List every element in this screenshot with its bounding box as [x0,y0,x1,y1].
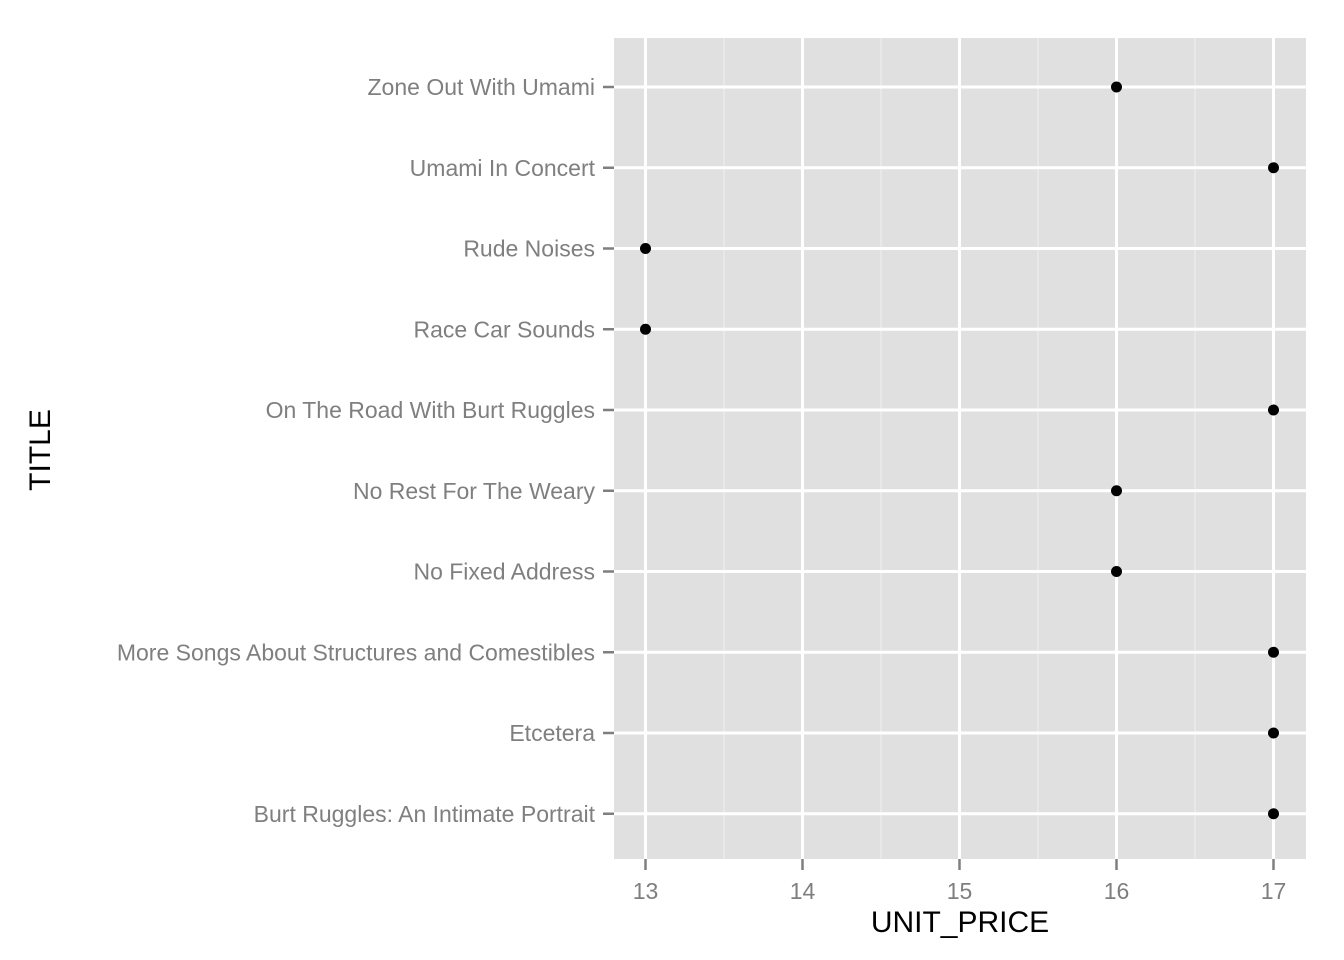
y-tick-label: No Rest For The Weary [353,478,596,504]
y-tick-label: Zone Out With Umami [368,74,596,100]
x-axis-title: UNIT_PRICE [871,906,1049,939]
data-point [1268,646,1279,658]
major-gridlines [614,38,1306,859]
x-tick-label: 13 [633,878,659,904]
y-axis: Zone Out With Umami Umami In Concert Rude … [117,74,614,827]
y-tick-label: More Songs About Structures and Comestib… [117,639,595,665]
minor-gridlines [723,38,1196,859]
data-point [640,243,651,254]
x-tick-label: 17 [1261,878,1287,904]
y-tick-label: Umami In Concert [410,155,596,181]
data-point [1111,566,1122,577]
y-axis-title: TITLE [24,409,57,491]
x-tick-label: 15 [947,878,973,904]
data-point [1268,808,1279,820]
y-tick-label: On The Road With Burt Ruggles [266,397,595,423]
data-point [1111,485,1122,497]
y-tick-label: Race Car Sounds [413,316,595,342]
x-axis: 13 14 15 16 17 [633,859,1287,904]
y-tick-label: Rude Noises [463,236,595,262]
y-tick-label: Etcetera [509,720,595,746]
data-point [1268,404,1279,416]
x-tick-label: 14 [790,878,816,904]
data-point [1268,727,1279,739]
y-tick-label: Burt Ruggles: An Intimate Portrait [254,801,596,827]
data-point [1268,162,1279,174]
y-tick-label: No Fixed Address [413,559,595,585]
data-point [1111,81,1122,93]
data-points [640,81,1279,820]
x-tick-label: 16 [1104,878,1130,904]
data-point [640,323,651,335]
